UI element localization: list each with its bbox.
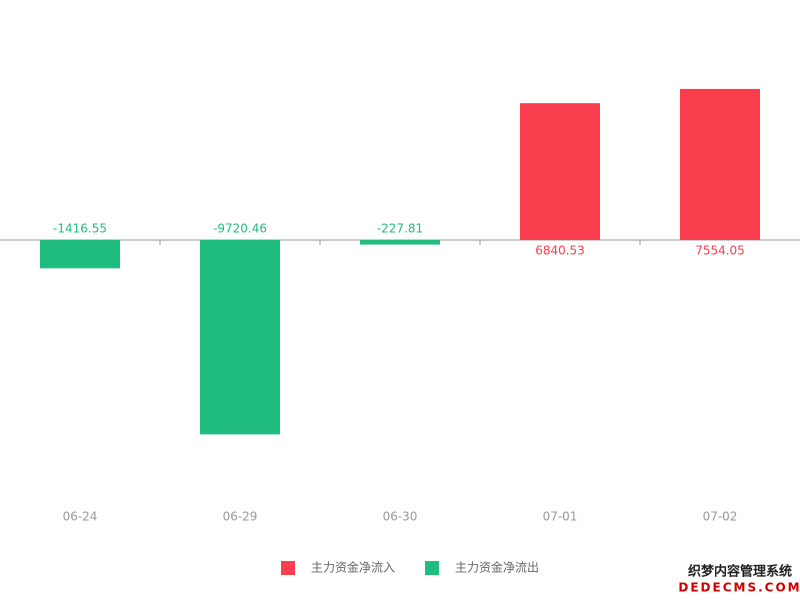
bar: [40, 240, 120, 269]
bar: [520, 103, 600, 241]
bar: [360, 240, 440, 245]
bar: [680, 88, 760, 240]
data-label: 7554.05: [695, 244, 745, 258]
legend-swatch: [281, 561, 295, 575]
x-tick-label: 07-02: [703, 510, 738, 524]
data-label: 6840.53: [535, 244, 585, 258]
bar: [200, 240, 280, 435]
watermark: 织梦内容管理系统: [688, 564, 792, 580]
x-tick-label: 06-30: [383, 510, 418, 524]
legend-label: 主力资金净流出: [455, 560, 539, 575]
legend-label: 主力资金净流入: [311, 560, 395, 575]
watermark: DEDECMS.COM: [678, 581, 800, 595]
x-tick-label: 06-24: [63, 510, 98, 524]
data-label: -9720.46: [213, 222, 267, 236]
x-tick-label: 07-01: [543, 510, 578, 524]
x-tick-label: 06-29: [223, 510, 258, 524]
data-label: -1416.55: [53, 222, 107, 236]
data-label: -227.81: [377, 222, 423, 236]
legend-swatch: [425, 561, 440, 575]
